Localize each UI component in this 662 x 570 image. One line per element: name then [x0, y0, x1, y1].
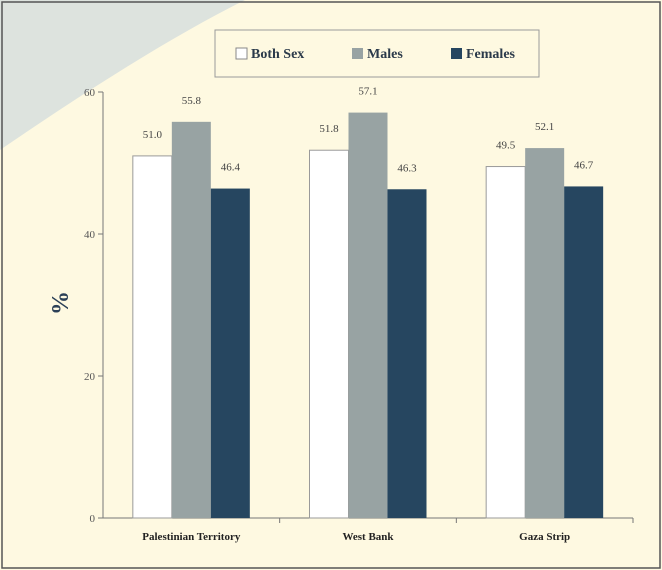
legend-swatch-females — [451, 48, 462, 59]
y-axis-label: % — [48, 291, 74, 315]
data-label: 57.1 — [358, 86, 377, 98]
legend-label-both-sex: Both Sex — [251, 47, 304, 62]
bar-females — [387, 189, 427, 518]
x-category-label: West Bank — [342, 531, 394, 543]
data-label: 49.5 — [496, 140, 516, 152]
data-label: 46.4 — [221, 162, 241, 174]
corner-swoosh-decoration — [0, 0, 245, 150]
bar-males — [348, 112, 388, 518]
legend: Both Sex Males Females — [214, 29, 540, 78]
legend-swatch-both-sex — [235, 47, 248, 60]
y-tick-label: 20 — [84, 371, 96, 383]
x-category-label: Gaza Strip — [519, 531, 570, 543]
bar-males — [171, 121, 211, 518]
bar-females — [210, 188, 250, 518]
legend-swatch-males — [352, 48, 363, 59]
data-label: 52.1 — [535, 121, 554, 133]
bar-females — [564, 186, 604, 518]
legend-label-males: Males — [367, 47, 403, 62]
bar-both-sex — [132, 155, 173, 519]
plot-area: 0 20 40 60 Palestinian Territory 51.0 55.8 46.4… — [84, 86, 634, 543]
bar-both-sex — [309, 149, 349, 519]
legend-label-females: Females — [466, 47, 516, 62]
data-label: 46.3 — [397, 162, 417, 174]
y-tick-label: 60 — [84, 87, 96, 99]
x-category-label: Palestinian Territory — [142, 531, 241, 543]
y-tick-label: 40 — [84, 229, 96, 241]
bar-both-sex — [485, 166, 526, 519]
bar-males — [525, 148, 565, 518]
data-label: 51.0 — [143, 129, 163, 141]
data-label: 51.8 — [319, 123, 339, 135]
legend-box — [214, 29, 540, 78]
data-label: 55.8 — [182, 95, 202, 107]
data-label: 46.7 — [574, 159, 594, 171]
y-tick-label: 0 — [90, 513, 96, 525]
